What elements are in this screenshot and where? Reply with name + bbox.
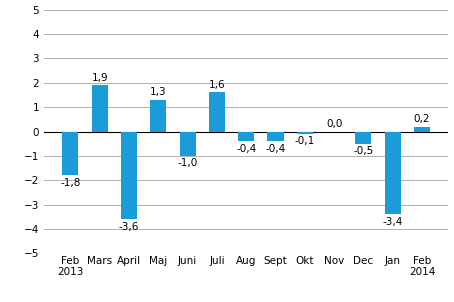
Text: -3,6: -3,6 bbox=[119, 222, 139, 232]
Bar bbox=[92, 85, 108, 131]
Text: -0,4: -0,4 bbox=[266, 144, 286, 154]
Text: 0,0: 0,0 bbox=[326, 119, 342, 129]
Bar bbox=[297, 131, 313, 134]
Text: -3,4: -3,4 bbox=[383, 217, 403, 227]
Bar bbox=[414, 127, 430, 131]
Bar bbox=[238, 131, 254, 141]
Bar bbox=[385, 131, 401, 214]
Bar bbox=[121, 131, 137, 219]
Bar bbox=[150, 100, 166, 131]
Text: 0,2: 0,2 bbox=[414, 114, 430, 124]
Text: 1,9: 1,9 bbox=[91, 73, 108, 83]
Text: -1,0: -1,0 bbox=[178, 158, 198, 168]
Bar bbox=[179, 131, 196, 156]
Text: 2014: 2014 bbox=[409, 267, 435, 277]
Bar bbox=[267, 131, 284, 141]
Text: 2013: 2013 bbox=[57, 267, 84, 277]
Text: -1,8: -1,8 bbox=[60, 178, 80, 188]
Text: 1,6: 1,6 bbox=[208, 80, 225, 90]
Bar bbox=[62, 131, 79, 175]
Text: 1,3: 1,3 bbox=[150, 87, 167, 97]
Bar bbox=[355, 131, 371, 144]
Text: -0,1: -0,1 bbox=[295, 137, 315, 146]
Bar bbox=[209, 92, 225, 131]
Text: -0,4: -0,4 bbox=[236, 144, 257, 154]
Text: -0,5: -0,5 bbox=[353, 146, 374, 156]
